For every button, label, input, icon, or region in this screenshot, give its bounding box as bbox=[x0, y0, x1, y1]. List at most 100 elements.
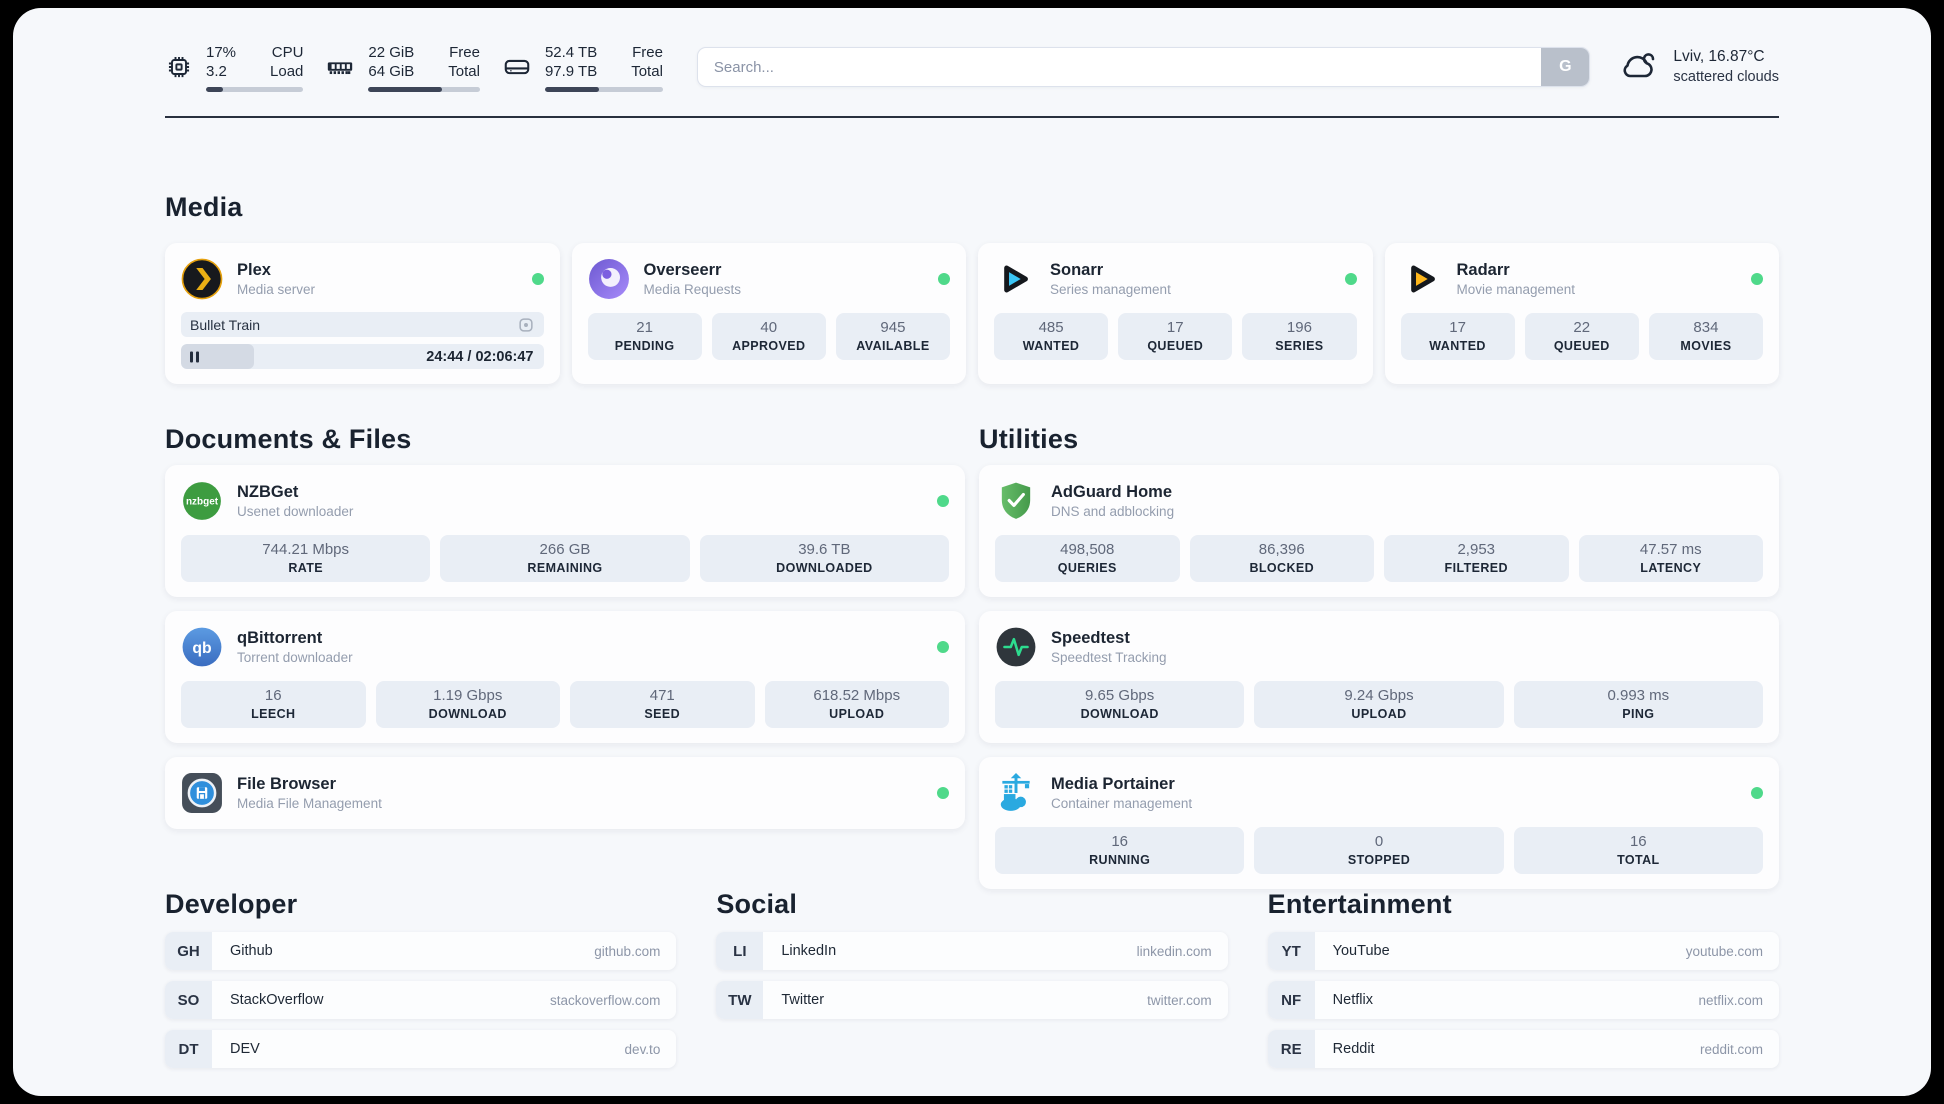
app-card-header: qb qBittorrent Torrent downloader bbox=[181, 626, 949, 668]
radarr-icon bbox=[1401, 258, 1443, 300]
bookmark-url: youtube.com bbox=[1685, 943, 1763, 959]
bookmarks-section: Developer GH Github github.com SO StackO… bbox=[165, 889, 1779, 1068]
status-dot bbox=[937, 495, 949, 507]
stat-value: 17 bbox=[1166, 319, 1184, 336]
sonarr-card[interactable]: Sonarr Series management 485 WANTED 17 Q… bbox=[978, 243, 1373, 384]
stat-box: 39.6 TB DOWNLOADED bbox=[699, 535, 949, 582]
stat-label: BLOCKED bbox=[1249, 561, 1315, 575]
app-card-header: AdGuard Home DNS and adblocking bbox=[995, 480, 1763, 522]
cpu-load-value: 3.2 bbox=[206, 62, 227, 80]
bookmark-youtube[interactable]: YT YouTube youtube.com bbox=[1267, 932, 1779, 970]
cpu-percent: 17% bbox=[206, 43, 237, 61]
overseerr-card[interactable]: Overseerr Media Requests 21 PENDING 40 A… bbox=[571, 243, 966, 384]
bookmark-url: twitter.com bbox=[1147, 992, 1212, 1008]
stat-value: 834 bbox=[1693, 319, 1719, 336]
bookmark-url: reddit.com bbox=[1699, 1041, 1763, 1057]
stat-box: 485 WANTED bbox=[994, 313, 1109, 360]
player-progressbar[interactable]: 24:44 / 02:06:47 bbox=[181, 344, 544, 369]
entertainment-column: Entertainment YT YouTube youtube.com NF … bbox=[1267, 889, 1779, 1068]
stat-box: 22 QUEUED bbox=[1524, 313, 1639, 360]
speedtest-card[interactable]: Speedtest Speedtest Tracking 9.65 Gbps D… bbox=[979, 611, 1779, 743]
search-engine-button[interactable]: G bbox=[1541, 48, 1590, 86]
stat-box: 0.993 ms PING bbox=[1513, 681, 1763, 728]
stat-value: 86,396 bbox=[1258, 541, 1305, 558]
memory-label-1: Free bbox=[449, 43, 480, 61]
bookmark-linkedin[interactable]: LI LinkedIn linkedin.com bbox=[716, 932, 1228, 970]
stat-label: RATE bbox=[288, 561, 324, 575]
stat-value: 945 bbox=[880, 319, 906, 336]
weather-condition: scattered clouds bbox=[1673, 69, 1779, 85]
stat-value: 196 bbox=[1286, 319, 1312, 336]
app-stats-row: 498,508 QUERIES 86,396 BLOCKED 2,953 FIL… bbox=[995, 535, 1763, 582]
stat-label: QUERIES bbox=[1057, 561, 1117, 575]
stat-value: 266 GB bbox=[539, 541, 591, 558]
stat-box: 471 SEED bbox=[570, 681, 755, 728]
app-title: Speedtest bbox=[1051, 628, 1130, 647]
portainer-icon bbox=[995, 772, 1037, 814]
weather-location-temp: Lviv, 16.87°C bbox=[1673, 48, 1765, 65]
app-stats-row: 21 PENDING 40 APPROVED 945 AVAILABLE bbox=[587, 313, 951, 360]
stat-label: QUEUED bbox=[1553, 339, 1610, 353]
bookmark-netflix[interactable]: NF Netflix netflix.com bbox=[1267, 981, 1779, 1019]
player-time: 24:44 / 02:06:47 bbox=[426, 348, 534, 365]
disk-total-value: 97.9 TB bbox=[544, 62, 598, 80]
search-input[interactable] bbox=[696, 47, 1591, 87]
stat-value: 0 bbox=[1374, 833, 1384, 850]
app-stats-row: 744.21 Mbps RATE 266 GB REMAINING 39.6 T… bbox=[181, 535, 949, 582]
qbittorrent-card[interactable]: qb qBittorrent Torrent downloader 16 LEE… bbox=[165, 611, 965, 743]
app-stats-row: 16 RUNNING 0 STOPPED 16 TOTAL bbox=[995, 827, 1763, 874]
stat-label: UPLOAD bbox=[829, 707, 885, 721]
radarr-card[interactable]: Radarr Movie management 17 WANTED 22 QUE… bbox=[1384, 243, 1779, 384]
bookmark-abbr: TW bbox=[716, 981, 764, 1019]
plex-card[interactable]: Plex Media server Bullet Train 24:44 / 0… bbox=[165, 243, 560, 384]
bookmark-name: DEV bbox=[230, 1041, 260, 1057]
stat-label: APPROVED bbox=[732, 339, 806, 353]
app-title: Media Portainer bbox=[1051, 774, 1175, 793]
bookmark-abbr: SO bbox=[165, 981, 212, 1019]
cpu-progressbar bbox=[206, 86, 304, 92]
stat-box: 17 WANTED bbox=[1400, 313, 1515, 360]
stat-box: 86,396 BLOCKED bbox=[1189, 535, 1374, 582]
filebrowser-card[interactable]: File Browser Media File Management bbox=[165, 757, 965, 829]
memory-total-value: 64 GiB bbox=[368, 62, 415, 80]
stat-box: 2,953 FILTERED bbox=[1384, 535, 1569, 582]
stat-value: 39.6 TB bbox=[798, 541, 851, 558]
section-title-social: Social bbox=[716, 889, 798, 919]
developer-column: Developer GH Github github.com SO StackO… bbox=[165, 889, 677, 1068]
app-title: Sonarr bbox=[1050, 260, 1104, 279]
stat-label: TOTAL bbox=[1617, 853, 1660, 867]
stat-label: DOWNLOAD bbox=[428, 707, 507, 721]
stat-value: 16 bbox=[1629, 833, 1647, 850]
bookmark-stackoverflow[interactable]: SO StackOverflow stackoverflow.com bbox=[165, 981, 677, 1019]
pause-icon[interactable] bbox=[190, 351, 199, 362]
stat-label: PING bbox=[1622, 707, 1655, 721]
stat-box: 16 LEECH bbox=[181, 681, 366, 728]
speedtest-icon bbox=[995, 626, 1037, 668]
social-column: Social LI LinkedIn linkedin.com TW Twitt… bbox=[716, 889, 1228, 1068]
section-title-entertainment: Entertainment bbox=[1267, 889, 1452, 919]
now-playing-row: Bullet Train bbox=[181, 312, 544, 337]
player-progress-fill bbox=[181, 344, 254, 369]
app-card-header: Overseerr Media Requests bbox=[588, 258, 950, 300]
stat-value: 485 bbox=[1038, 319, 1064, 336]
app-card-header: Speedtest Speedtest Tracking bbox=[995, 626, 1763, 668]
bookmark-github[interactable]: GH Github github.com bbox=[165, 932, 677, 970]
bookmark-twitter[interactable]: TW Twitter twitter.com bbox=[716, 981, 1228, 1019]
bookmark-dev[interactable]: DT DEV dev.to bbox=[165, 1030, 677, 1068]
media-cards-row: Plex Media server Bullet Train 24:44 / 0… bbox=[165, 243, 1779, 384]
adguard-card[interactable]: AdGuard Home DNS and adblocking 498,508 … bbox=[979, 465, 1779, 597]
bookmark-reddit[interactable]: RE Reddit reddit.com bbox=[1267, 1030, 1779, 1068]
disk-label-1: Free bbox=[632, 43, 663, 61]
documents-column: Documents & Files nzbget NZBGet Usenet d… bbox=[165, 400, 965, 889]
portainer-card[interactable]: Media Portainer Container management 16 … bbox=[979, 757, 1779, 889]
disk-free-value: 52.4 TB bbox=[544, 43, 598, 61]
nzbget-card[interactable]: nzbget NZBGet Usenet downloader 744.21 M… bbox=[165, 465, 965, 597]
app-stats-row: 17 WANTED 22 QUEUED 834 MOVIES bbox=[1400, 313, 1764, 360]
cpu-icon bbox=[165, 53, 193, 81]
app-title: Radarr bbox=[1456, 260, 1510, 279]
utilities-column: Utilities AdGuard Home DNS and adblockin… bbox=[979, 400, 1779, 889]
stat-value: 16 bbox=[264, 687, 282, 704]
qbittorrent-icon: qb bbox=[181, 626, 223, 668]
stat-value: 17 bbox=[1449, 319, 1466, 336]
stat-box: 16 RUNNING bbox=[995, 827, 1245, 874]
